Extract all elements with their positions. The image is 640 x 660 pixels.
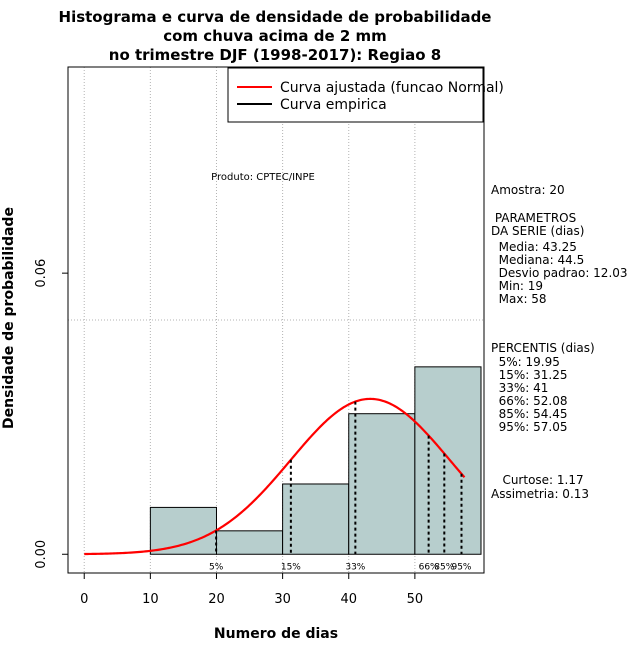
percentile-label: 85%: [434, 562, 454, 572]
percentile-label: 33%: [345, 562, 365, 572]
x-axis-label: Numero de dias: [214, 626, 338, 642]
sample-size-text: Amostra: 20: [491, 183, 565, 197]
x-axis-tick-label: 50: [407, 592, 424, 607]
histogram-bar: [282, 483, 350, 555]
legend-label: Curva empirica: [280, 97, 387, 113]
kurtosis-text: Curtose: 1.17: [491, 473, 584, 487]
normal-fit-curve: [84, 397, 466, 556]
legend-box: [227, 67, 484, 123]
skewness-text: Assimetria: 0.13: [491, 487, 590, 501]
histogram-bar: [149, 506, 217, 555]
y-axis-label: Densidade de probabilidade: [1, 207, 17, 429]
x-axis-tick-label: 30: [274, 592, 291, 607]
histogram-bar: [348, 413, 416, 555]
y-axis-tick-label: 0.00: [34, 540, 49, 569]
legend-label: Curva ajustada (funcao Normal): [280, 80, 504, 96]
parameters-title: PARAMETROS DA SERIE (dias): [491, 211, 585, 238]
x-axis-tick-label: 20: [208, 592, 225, 607]
y-axis-tick-label: 0.06: [34, 259, 49, 288]
percentile-label: 95%: [451, 562, 471, 572]
chart-title-line: com chuva acima de 2 mm: [163, 27, 387, 45]
x-axis-tick-label: 40: [340, 592, 357, 607]
percentiles-title: PERCENTIS (dias): [491, 341, 595, 355]
percentile-label: 5%: [209, 562, 224, 572]
percentile-label: 15%: [281, 562, 301, 572]
chart-title-line: Histograma e curva de densidade de proba…: [59, 8, 492, 26]
parameters-values: Media: 43.25 Mediana: 44.5 Desvio padrao…: [498, 240, 628, 306]
chart-title-line: no trimestre DJF (1998-2017): Regiao 8: [109, 46, 441, 64]
percentile-label: 66%: [419, 562, 439, 572]
chart-annotation: Produto: CPTEC/INPE: [211, 172, 315, 183]
histogram-bar: [414, 366, 482, 555]
x-axis-tick-label: 10: [142, 592, 159, 607]
percentiles-values: 5%: 19.95 15%: 31.25 33%: 41 66%: 52.08 …: [498, 355, 568, 434]
histogram-bar: [215, 530, 284, 555]
plot-frame: [67, 66, 485, 574]
x-axis-tick-label: 0: [80, 592, 88, 607]
